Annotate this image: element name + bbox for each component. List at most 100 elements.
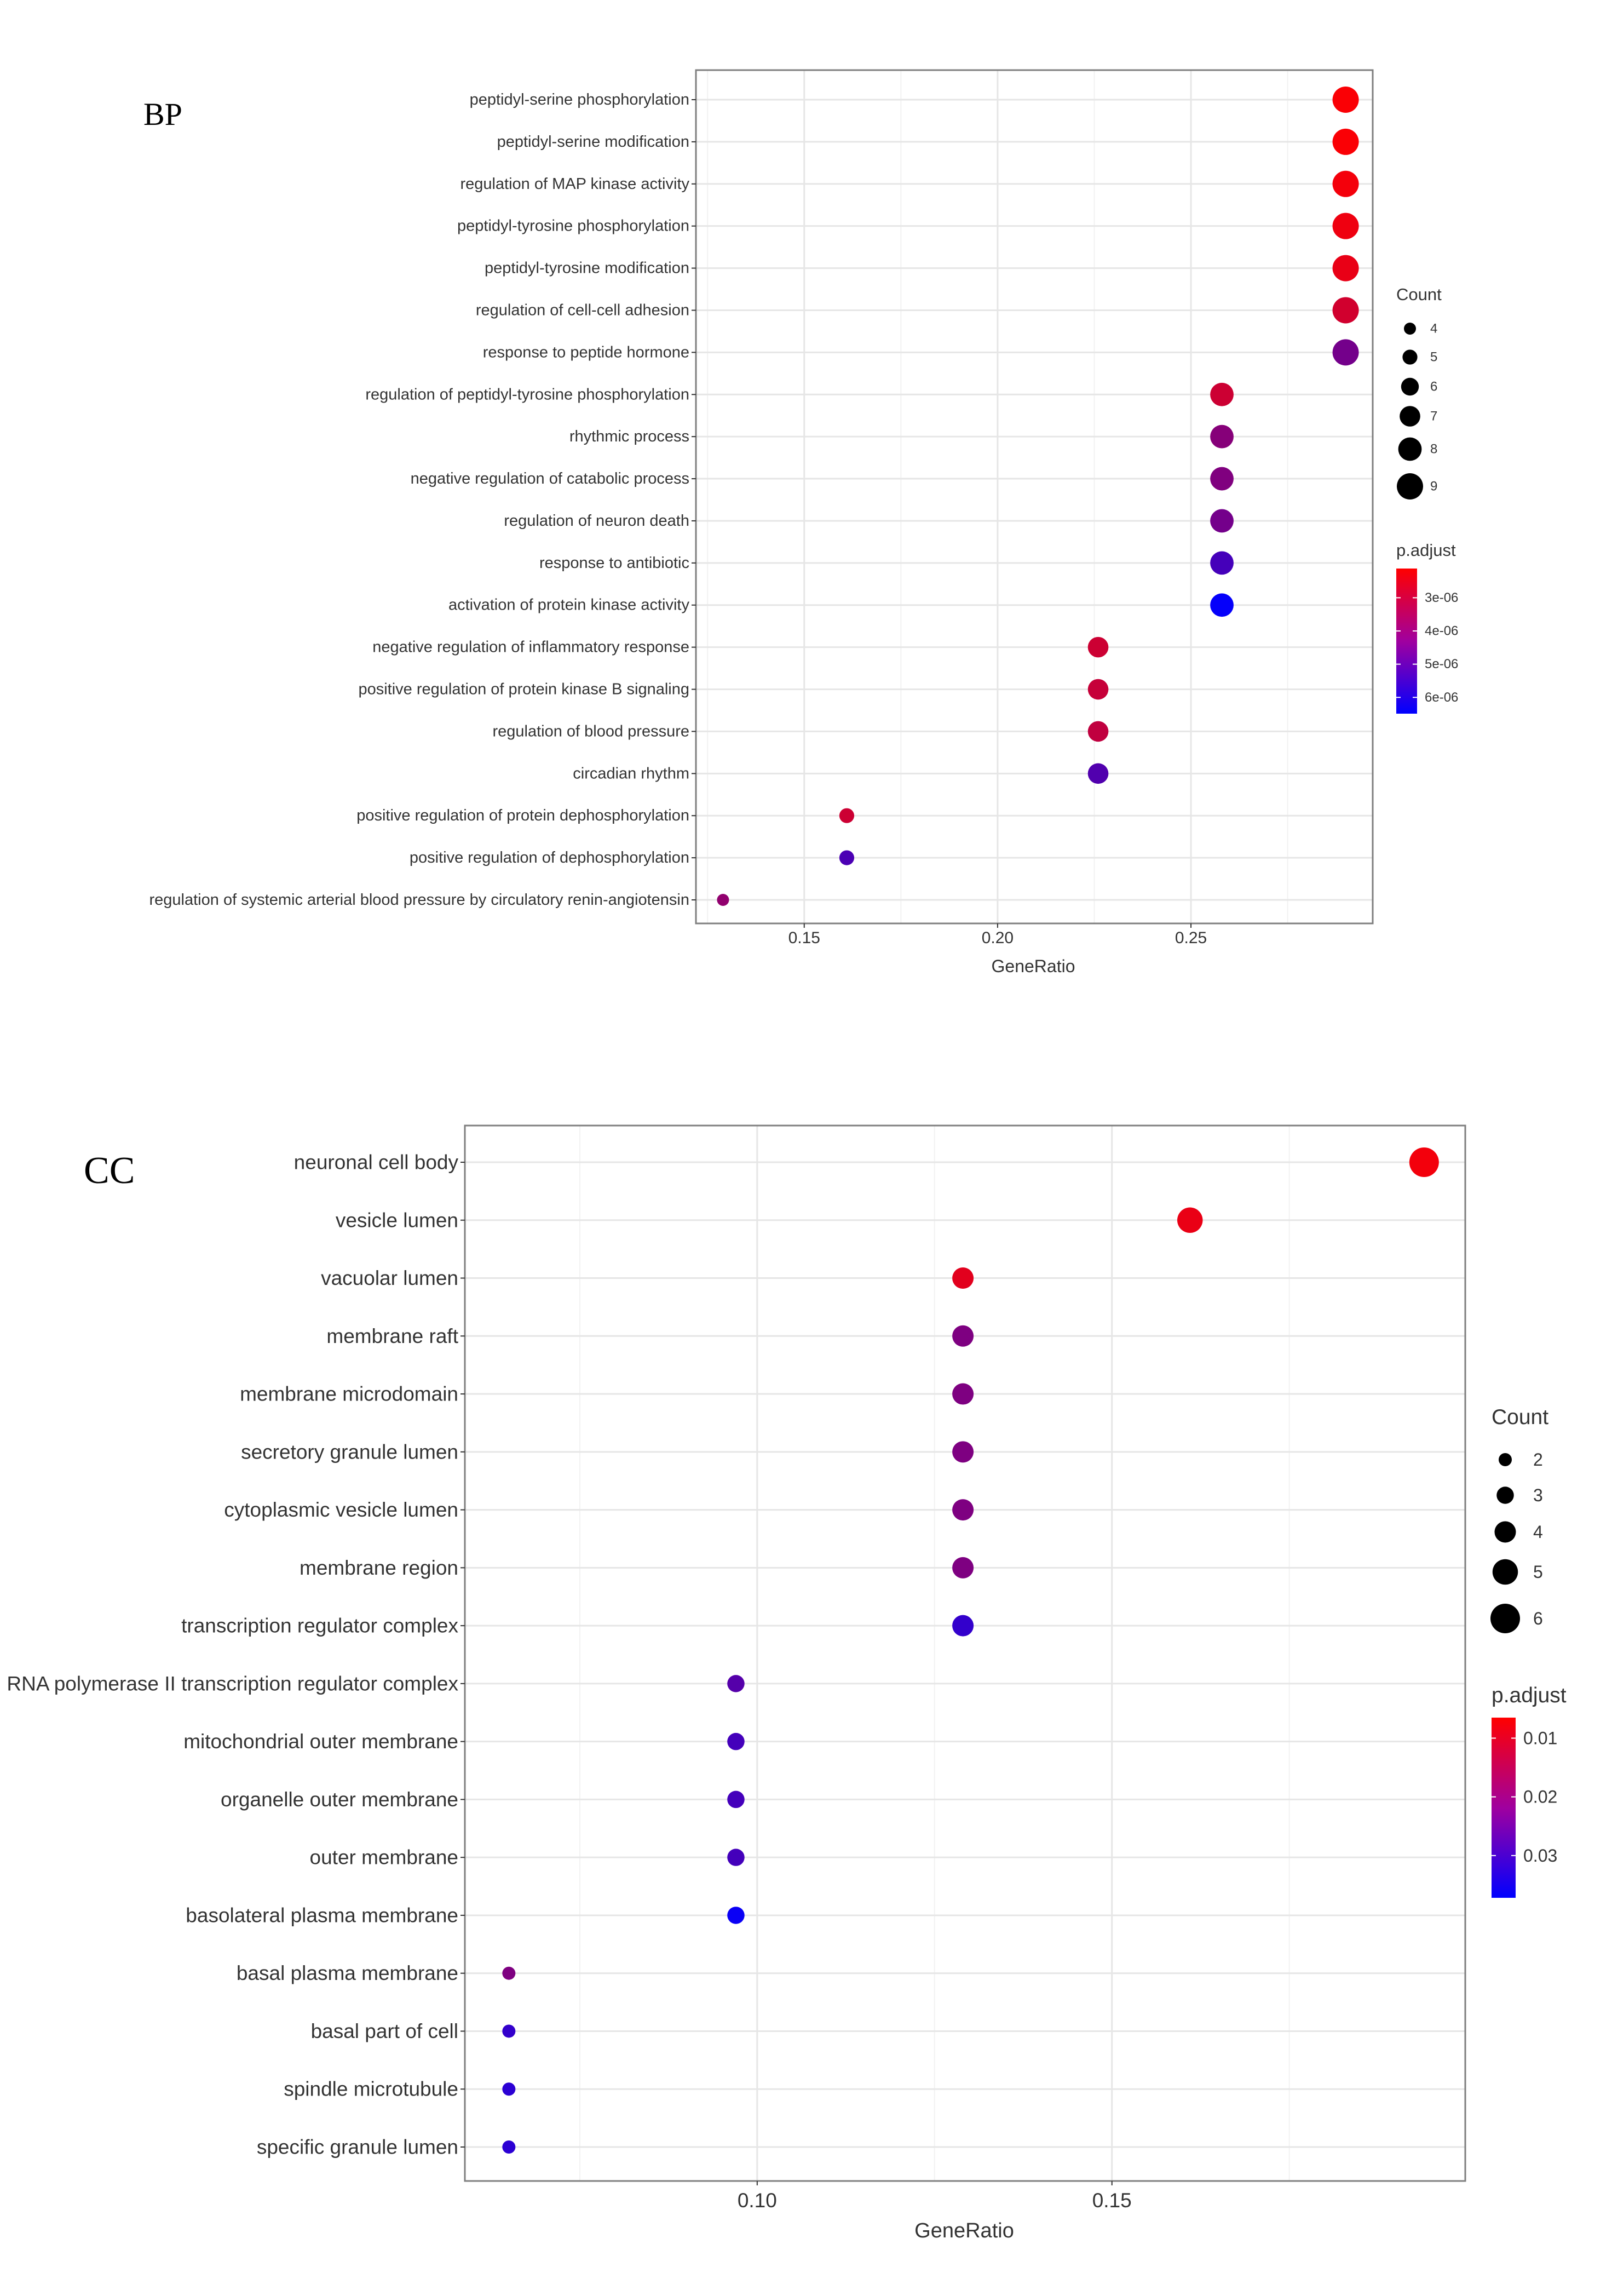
y-tick-label: organelle outer membrane: [221, 1788, 458, 1811]
y-tick-label: regulation of systemic arterial blood pr…: [149, 891, 689, 909]
legend-size-key: [1494, 1521, 1516, 1543]
y-tick-label: vacuolar lumen: [321, 1267, 458, 1289]
data-point: [1210, 424, 1234, 449]
legend-size-key: [1402, 349, 1418, 365]
data-point: [952, 1267, 974, 1289]
data-point: [839, 808, 855, 823]
y-tick-label: regulation of MAP kinase activity: [460, 175, 689, 193]
legend-size-label: 6: [1533, 1609, 1543, 1628]
y-tick-label: neuronal cell body: [294, 1151, 459, 1174]
data-point: [1210, 593, 1234, 617]
colorbar-tick-label: 5e-06: [1425, 657, 1458, 671]
y-tick-label: response to peptide hormone: [483, 343, 689, 361]
legend-color-title: p.adjust: [1396, 541, 1456, 560]
y-tick-label: response to antibiotic: [539, 554, 689, 572]
y-tick-label: negative regulation of catabolic process: [411, 470, 689, 487]
plot-panel: [465, 1126, 1465, 2181]
colorbar-tick-label: 0.03: [1523, 1846, 1557, 1866]
data-point: [727, 1732, 745, 1750]
plot-panel: [696, 70, 1373, 923]
legend-size-key: [1490, 1604, 1520, 1633]
legend-size-key: [1397, 473, 1423, 500]
legend-size-key: [1398, 437, 1422, 461]
data-point: [727, 1849, 745, 1866]
y-tick-label: mitochondrial outer membrane: [183, 1730, 458, 1753]
panel-bp: peptidyl-serine phosphorylation peptidyl-…: [143, 69, 1458, 976]
data-point: [952, 1383, 974, 1405]
legend-size-key: [1499, 1453, 1512, 1466]
data-point: [717, 894, 729, 906]
panel-cc: neuronal cell body vesicle lumen vacuolar …: [7, 1124, 1567, 2242]
data-point: [727, 1790, 745, 1809]
data-point: [1177, 1207, 1203, 1233]
legend-size-key: [1404, 323, 1416, 335]
x-tick-label: 0.20: [982, 929, 1014, 947]
y-tick-label: vesicle lumen: [336, 1209, 458, 1231]
x-axis-title: GeneRatio: [992, 956, 1075, 976]
data-point: [1210, 551, 1234, 575]
y-tick-label: regulation of blood pressure: [492, 722, 689, 740]
y-tick-label: positive regulation of protein kinase B …: [358, 681, 689, 698]
colorbar: [1396, 569, 1417, 714]
data-point: [1087, 721, 1109, 742]
y-tick-label: peptidyl-serine phosphorylation: [470, 91, 689, 108]
y-tick-label: outer membrane: [310, 1846, 458, 1869]
y-tick-label: cytoplasmic vesicle lumen: [224, 1499, 458, 1521]
legend-size-key: [1496, 1486, 1514, 1504]
data-point: [1210, 509, 1234, 533]
data-point: [1210, 382, 1234, 406]
y-tick-label: spindle microtubule: [284, 2078, 458, 2100]
data-point: [1332, 87, 1359, 113]
y-tick-label: RNA polymerase II transcription regulato…: [7, 1672, 458, 1695]
y-tick-label: membrane raft: [326, 1325, 458, 1347]
legend-size-label: 9: [1430, 479, 1437, 494]
x-tick-label: 0.25: [1175, 929, 1207, 947]
panel-label: BP: [143, 96, 182, 132]
colorbar-tick-label: 4e-06: [1425, 624, 1458, 639]
y-tick-label: peptidyl-tyrosine phosphorylation: [457, 217, 689, 235]
y-tick-label: positive regulation of protein dephospho…: [356, 807, 689, 824]
legend-color-title: p.adjust: [1492, 1684, 1567, 1707]
y-tick-label: basolateral plasma membrane: [186, 1904, 458, 1926]
colorbar-tick-label: 0.02: [1523, 1787, 1557, 1807]
y-tick-label: basal plasma membrane: [237, 1962, 458, 1984]
y-tick-label: activation of protein kinase activity: [448, 596, 690, 614]
x-tick-label: 0.15: [788, 929, 820, 947]
data-point: [1332, 339, 1359, 366]
data-point: [1332, 297, 1359, 324]
legend-count-title: Count: [1396, 285, 1442, 304]
data-point: [952, 1615, 974, 1637]
data-point: [727, 1907, 745, 1924]
colorbar-tick-label: 6e-06: [1425, 690, 1458, 705]
legend: Count 2 3 4 5 6 p.adjust 0.01 0.02 0.03: [1490, 1405, 1567, 1898]
data-point: [1332, 255, 1359, 282]
data-point: [1332, 213, 1359, 239]
y-tick-label: transcription regulator complex: [181, 1615, 458, 1637]
legend-size-label: 3: [1533, 1485, 1543, 1505]
data-point: [952, 1557, 974, 1579]
y-tick-label: rhythmic process: [569, 428, 689, 445]
data-point: [1087, 763, 1109, 784]
y-tick-label: specific granule lumen: [257, 2136, 458, 2159]
legend-size-label: 8: [1430, 442, 1437, 457]
panel-label: CC: [84, 1150, 135, 1192]
legend-size-key: [1492, 1559, 1518, 1585]
legend-size-label: 5: [1430, 350, 1437, 365]
data-point: [502, 2140, 516, 2154]
y-tick-label: circadian rhythm: [573, 765, 689, 782]
y-tick-label: positive regulation of dephosphorylation: [410, 849, 689, 866]
legend-size-label: 4: [1533, 1522, 1543, 1542]
legend-size-label: 2: [1533, 1450, 1543, 1470]
legend-size-key: [1400, 406, 1420, 427]
y-tick-label: peptidyl-tyrosine modification: [485, 260, 689, 277]
legend-size-label: 5: [1533, 1562, 1543, 1582]
colorbar-tick-label: 0.01: [1523, 1729, 1557, 1748]
legend-size-key: [1401, 377, 1419, 396]
y-tick-label: regulation of neuron death: [504, 512, 689, 530]
x-tick-label: 0.10: [738, 2189, 777, 2212]
data-point: [1087, 636, 1109, 658]
x-tick-label: 0.15: [1092, 2189, 1132, 2212]
legend-count-title: Count: [1492, 1405, 1548, 1429]
y-tick-label: basal part of cell: [311, 2020, 458, 2042]
